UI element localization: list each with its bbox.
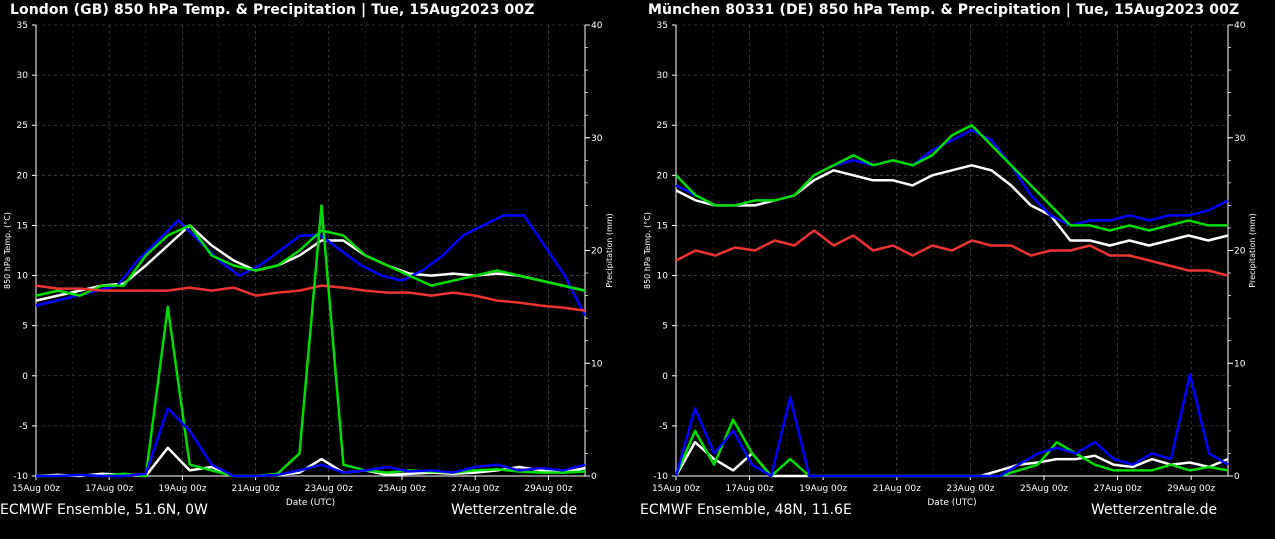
x-tick-label: 25Aug 00z	[1020, 484, 1068, 494]
temperature-series-line	[675, 128, 1229, 227]
y-axis-label: 850 hPa Temp. (°C)	[643, 212, 652, 289]
y-tick-label: 30	[17, 71, 29, 81]
x-tick-label: 15Aug 00z	[12, 484, 60, 494]
x-tick-label: 29Aug 00z	[1167, 484, 1215, 494]
precipitation-series-line	[36, 204, 586, 478]
chart-panel-munich: München 80331 (DE) 850 hPa Temp. & Preci…	[638, 0, 1275, 539]
y-tick-label: -10	[13, 472, 28, 482]
x-axis-label: Date (UTC)	[927, 498, 976, 508]
y2-axis-label: Precipitation (mm)	[605, 213, 614, 287]
y-tick-label: 20	[17, 171, 29, 181]
y-tick-label: 20	[657, 171, 669, 181]
temperature-series-line	[675, 164, 1229, 247]
x-tick-label: 17Aug 00z	[85, 484, 133, 494]
y-tick-label: 0	[22, 372, 28, 382]
chart-title: München 80331 (DE) 850 hPa Temp. & Preci…	[648, 2, 1240, 18]
y-tick-label: 5	[22, 322, 28, 332]
y-tick-label: 35	[657, 21, 668, 31]
x-tick-label: 27Aug 00z	[1094, 484, 1142, 494]
x-tick-label: 21Aug 00z	[232, 484, 280, 494]
y-tick-label: 30	[657, 71, 669, 81]
x-tick-label: 19Aug 00z	[799, 484, 847, 494]
y2-tick-label: 0	[591, 472, 597, 482]
y2-tick-label: 40	[591, 21, 603, 31]
y-tick-label: 15	[657, 221, 668, 231]
y-tick-label: 25	[17, 121, 28, 131]
y-tick-label: 5	[662, 322, 668, 332]
chart-panel-london: London (GB) 850 hPa Temp. & Precipitatio…	[0, 2, 614, 518]
x-tick-label: 17Aug 00z	[726, 484, 774, 494]
x-tick-label: 21Aug 00z	[873, 484, 921, 494]
x-tick-label: 23Aug 00z	[946, 484, 994, 494]
precipitation-series-line	[35, 446, 586, 478]
temperature-series-line	[675, 123, 1228, 232]
y2-tick-label: 20	[591, 247, 603, 257]
ensemble-location: ECMWF Ensemble, 48N, 11.6E	[640, 502, 852, 518]
temperature-series-line	[35, 284, 586, 312]
y-tick-label: 25	[657, 121, 668, 131]
y-tick-label: 15	[17, 221, 28, 231]
chart-title: London (GB) 850 hPa Temp. & Precipitatio…	[10, 2, 535, 18]
ensemble-location: ECMWF Ensemble, 51.6N, 0W	[0, 502, 208, 518]
y2-tick-label: 40	[1234, 21, 1246, 31]
y2-tick-label: 10	[1234, 359, 1246, 369]
x-tick-label: 29Aug 00z	[524, 484, 572, 494]
x-axis-label: Date (UTC)	[286, 498, 335, 508]
y2-tick-label: 10	[591, 359, 603, 369]
temperature-series-line	[35, 214, 587, 317]
x-tick-label: 19Aug 00z	[158, 484, 206, 494]
precipitation-series-line	[36, 407, 586, 478]
precipitation-series-line	[674, 373, 1229, 478]
y-tick-label: -10	[653, 472, 668, 482]
temperature-series-line	[675, 229, 1229, 277]
y2-tick-label: 0	[1234, 472, 1240, 482]
temperature-series-line	[35, 224, 586, 297]
y-tick-label: -5	[659, 422, 668, 432]
y2-tick-label: 30	[591, 134, 603, 144]
y-tick-label: 10	[17, 272, 29, 282]
y-tick-label: -5	[19, 422, 28, 432]
chart-plot-london: 35 30 25 20 15 10 5 0 -5 -10 15Aug 00z 17Aug 00z 19A…	[3, 21, 614, 508]
y2-tick-label: 30	[1234, 134, 1246, 144]
x-tick-label: 15Aug 00z	[652, 484, 700, 494]
y-tick-label: 10	[657, 272, 669, 282]
y-tick-label: 35	[17, 21, 28, 31]
source-credit: Wetterzentrale.de	[451, 502, 578, 518]
y-axis-label: 850 hPa Temp. (°C)	[3, 212, 12, 289]
chart-plot-munich: 35 30 25 20 15 10 5 0 -5 -10 15Aug 00z 17Aug 00z 19A…	[643, 21, 1257, 508]
x-tick-label: 25Aug 00z	[378, 484, 426, 494]
y-tick-label: 0	[662, 372, 668, 382]
source-credit: Wetterzentrale.de	[1091, 502, 1218, 518]
x-tick-label: 27Aug 00z	[451, 484, 499, 494]
y2-axis-label: Precipitation (mm)	[1248, 213, 1257, 287]
x-tick-label: 23Aug 00z	[305, 484, 353, 494]
y2-tick-label: 20	[1234, 247, 1246, 257]
